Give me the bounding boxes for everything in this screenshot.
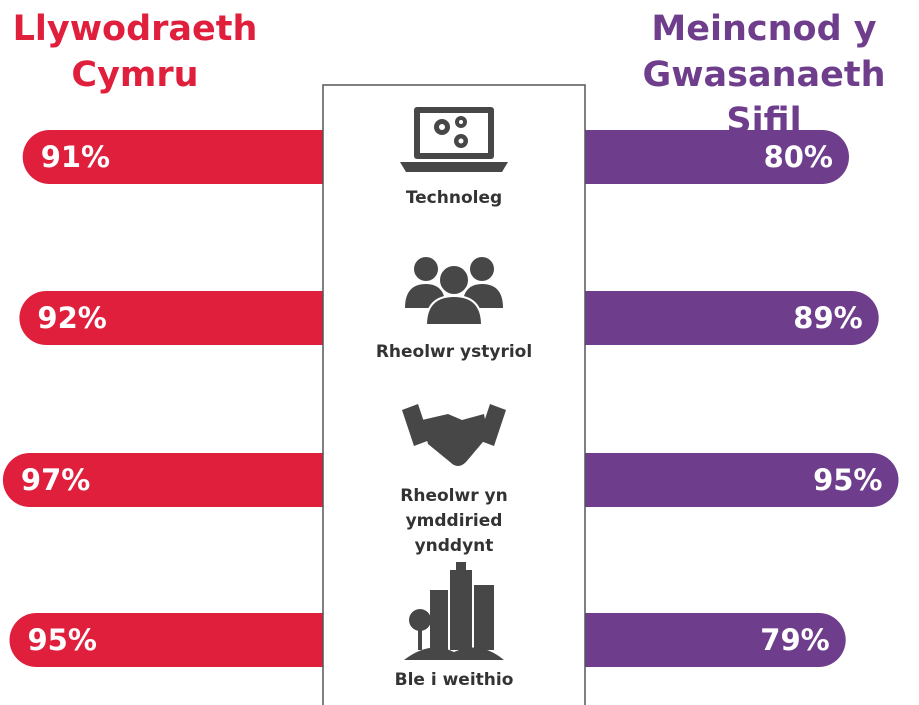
category-label: Technoleg bbox=[405, 188, 503, 208]
value-label: 97% bbox=[21, 463, 90, 497]
value-label: 80% bbox=[764, 140, 833, 174]
value-label: 95% bbox=[28, 623, 97, 657]
people-icon bbox=[405, 257, 503, 326]
bar bbox=[545, 130, 849, 184]
bar bbox=[2, 453, 364, 507]
value-label: 91% bbox=[41, 140, 110, 174]
category-label: Rheolwr ystyriol bbox=[375, 342, 533, 362]
bar bbox=[22, 130, 363, 184]
bar bbox=[545, 291, 879, 345]
category-label: Rheolwr yn ymddiried ynddynt bbox=[400, 486, 508, 556]
value-label: 92% bbox=[37, 301, 106, 335]
category-label: Ble i weithio bbox=[394, 670, 514, 690]
value-label: 89% bbox=[793, 301, 862, 335]
value-label: 79% bbox=[760, 623, 829, 657]
bar bbox=[19, 291, 364, 345]
city-icon bbox=[404, 562, 504, 660]
left-series-title: Llywodraeth Cymru bbox=[12, 9, 258, 95]
right-series-title: Meincnod y Gwasanaeth Sifil bbox=[642, 9, 886, 141]
bar bbox=[545, 613, 846, 667]
bar bbox=[9, 613, 363, 667]
handshake-icon bbox=[402, 404, 506, 466]
laptop-icon bbox=[400, 107, 508, 172]
value-label: 95% bbox=[813, 463, 882, 497]
bars bbox=[2, 130, 899, 667]
bar bbox=[545, 453, 899, 507]
